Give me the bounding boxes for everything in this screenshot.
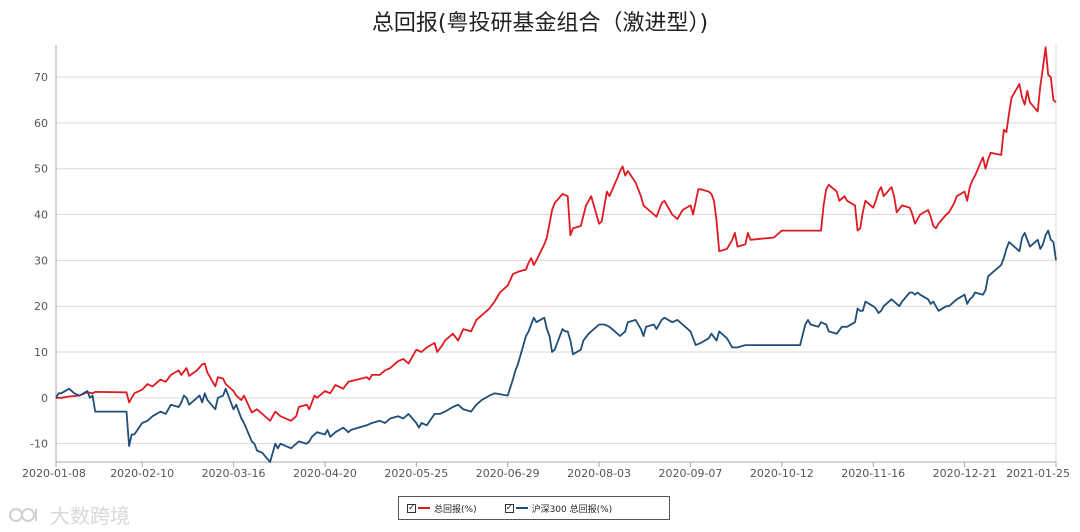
y-tick-label: 20 [34,300,48,313]
brand-logo-icon [9,507,37,522]
x-axis: 2020-01-08 2020-02-10 2020-03-16 2020-04-20… [22,461,1070,480]
watermark: 大数跨境 [8,500,130,529]
x-tick-label: 2020-02-10 [110,467,174,480]
x-tick-label: 2020-03-16 [202,467,266,480]
x-tick-label: 2021-01-25 [1006,467,1070,480]
y-tick-label: 50 [34,163,48,176]
legend-label-fund: 总回报(%) [434,504,477,515]
series-line-0 [56,46,1057,422]
x-tick-label: 2020-11-16 [841,467,905,480]
x-tick-label: 2020-06-29 [476,467,540,480]
legend-swatch-fund [418,507,430,509]
y-axis: -10 0 10 20 30 40 50 60 70 [30,45,57,462]
x-tick-label: 2020-05-25 [384,467,448,480]
checkbox-checked-icon[interactable]: ✓ [407,502,416,513]
legend-swatch-index [515,507,528,509]
y-tick-label: -10 [30,438,48,451]
y-tick-label: 10 [34,346,48,359]
legend-item-fund[interactable]: ✓ 总回报(%) [407,502,477,515]
x-tick-label: 2020-04-20 [293,467,357,480]
series-line-1 [55,229,1057,463]
checkbox-checked-icon[interactable]: ✓ [504,502,514,513]
y-tick-label: 60 [34,117,48,130]
grid-lines [56,45,1057,462]
x-tick-label: 2020-01-08 [22,467,86,480]
chart-title: 总回报(粤投研基金组合（激进型）) [372,11,708,36]
legend-label-index: 沪深300 总回报(%) [531,504,613,515]
watermark-text: 大数跨境 [50,504,130,528]
x-tick-label: 2020-08-03 [567,467,631,480]
legend-item-index[interactable]: ✓ 沪深300 总回报(%) [504,502,613,515]
y-tick-label: 0 [41,392,48,405]
y-tick-label: 30 [34,254,48,267]
x-tick-label: 2020-12-21 [933,467,997,480]
legend: ✓ 总回报(%) ✓ 沪深300 总回报(%) [398,496,670,520]
y-tick-label: 40 [34,209,48,222]
x-tick-label: 2020-09-07 [658,467,722,480]
x-tick-label: 2020-10-12 [750,467,814,480]
series-lines [55,46,1057,463]
y-tick-label: 70 [34,71,48,84]
